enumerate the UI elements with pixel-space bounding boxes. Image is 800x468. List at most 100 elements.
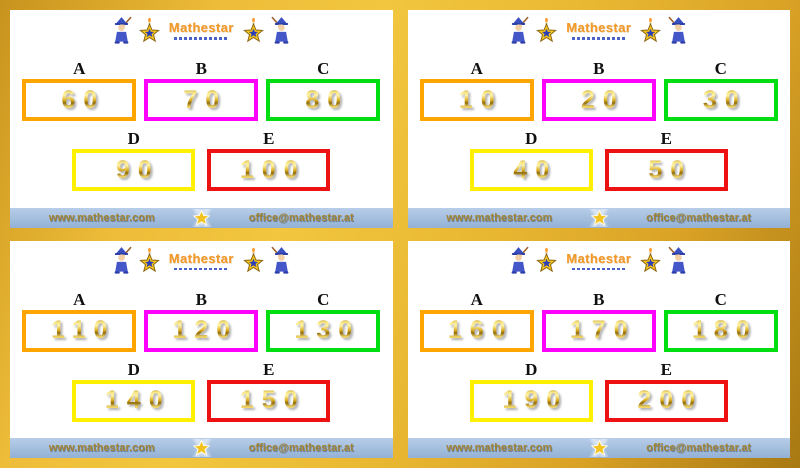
answer-cell-a: A 10: [419, 59, 534, 121]
answer-row-2: D 40 E 50: [469, 129, 728, 191]
answer-letter: D: [127, 129, 140, 148]
email-link[interactable]: office@mathestar.at: [248, 442, 354, 454]
answer-row-2: D 190 E 200: [469, 360, 728, 422]
wizard-icon: [270, 246, 289, 275]
answer-value: 180: [684, 318, 758, 343]
answer-value: 100: [232, 157, 306, 183]
logo-brand-text: Mathestar: [566, 250, 632, 266]
answer-letter: E: [263, 359, 275, 379]
logo-tagline-decoration: [174, 37, 229, 40]
logo-brand: Mathestar: [566, 251, 631, 271]
answer-letter: A: [73, 59, 86, 78]
answer-letter: B: [593, 289, 605, 309]
answer-row-2: D 90 E 100: [72, 129, 331, 191]
logo-tagline-decoration: [174, 267, 229, 271]
star-icon: [590, 209, 608, 225]
star-icon: [193, 440, 211, 456]
footer-star-ribbon: [566, 208, 633, 227]
email-link[interactable]: office@mathestar.at: [248, 211, 354, 224]
star-icon: [590, 440, 608, 456]
wizard-icon: [270, 15, 289, 44]
footer-star-ribbon: [566, 439, 633, 457]
answer-cell-a: A 60: [22, 59, 137, 121]
answer-cell-c: C 30: [663, 59, 778, 121]
wizard-icon: [668, 15, 687, 44]
answer-cell-b: B 120: [144, 290, 259, 352]
answer-cell-e: E 200: [604, 360, 728, 422]
answer-row-1: A 60 B 70 C 80: [22, 59, 381, 121]
answer-letter: B: [195, 59, 207, 78]
answer-box-d: 140: [72, 379, 196, 422]
answer-box-a: 160: [419, 309, 534, 352]
email-link[interactable]: office@mathestar.at: [646, 442, 752, 454]
answer-value: 110: [43, 318, 115, 343]
answer-value: 80: [297, 87, 349, 113]
answer-value: 130: [286, 318, 360, 343]
answer-cell-c: C 80: [266, 59, 381, 121]
answer-cell-e: E 150: [207, 359, 331, 422]
answer-letter: E: [660, 129, 672, 148]
answer-box-b: 20: [541, 79, 656, 121]
answer-box-c: 30: [663, 79, 778, 121]
answer-cell-e: E 100: [207, 129, 331, 191]
answer-cell-a: A 110: [22, 290, 137, 352]
answer-cell-e: E 50: [604, 129, 728, 191]
answer-row-1: A 110 B 120 C 130: [22, 290, 381, 352]
footer-star-ribbon: [168, 439, 235, 457]
answer-row-2: D 140 E 150: [72, 359, 331, 422]
wizard-icon: [668, 246, 687, 275]
answer-box-e: 100: [207, 149, 331, 191]
answer-box-a: 110: [22, 309, 137, 352]
answer-letter: B: [593, 59, 605, 78]
answer-value: 30: [695, 87, 747, 113]
website-link[interactable]: www.mathestar.com: [48, 211, 155, 224]
answer-box-b: 70: [144, 79, 259, 121]
answer-letter: A: [470, 59, 483, 78]
answer-letter: A: [470, 289, 483, 309]
wizard-icon: [511, 15, 530, 44]
logo-brand-text: Mathestar: [168, 250, 234, 266]
answer-cell-c: C 130: [266, 290, 381, 352]
answer-cell-b: B 70: [144, 59, 259, 121]
answer-letter: C: [317, 59, 330, 78]
answer-value: 170: [562, 318, 636, 343]
answer-value: 150: [232, 388, 306, 413]
star-candle-icon: [641, 16, 661, 42]
answer-box-a: 10: [419, 79, 534, 121]
answer-value: 190: [494, 388, 568, 413]
website-link[interactable]: www.mathestar.com: [446, 442, 553, 454]
star-candle-icon: [243, 16, 263, 42]
logo-brand: Mathestar: [566, 20, 631, 40]
answer-box-c: 80: [266, 79, 381, 121]
footer-bar: www.mathestar.com office@mathestar.at: [407, 207, 790, 228]
answer-cell-a: A 160: [419, 289, 534, 352]
answer-value: 60: [53, 87, 105, 113]
answer-box-e: 150: [207, 379, 331, 422]
website-link[interactable]: www.mathestar.com: [48, 442, 155, 454]
slide-card-1: Mathestar A 60 B 70 C 80: [10, 10, 393, 228]
logo-brand-text: Mathestar: [168, 20, 234, 36]
logo-brand-text: Mathestar: [566, 20, 632, 36]
email-link[interactable]: office@mathestar.at: [646, 211, 752, 224]
answer-value: 160: [440, 318, 514, 343]
logo-brand: Mathestar: [169, 251, 234, 271]
answer-letter: C: [714, 289, 727, 309]
slide-card-3: Mathestar A 110 B 120 C 13: [10, 240, 393, 458]
answer-value: 50: [640, 157, 692, 183]
answer-cell-d: D 140: [72, 359, 196, 422]
mathestar-logo: Mathestar: [111, 244, 292, 278]
website-link[interactable]: www.mathestar.com: [446, 211, 553, 224]
wizard-icon: [511, 246, 530, 275]
slide-card-4: Mathestar A 160 B 170 C 18: [407, 240, 790, 458]
logo-tagline-decoration: [571, 37, 626, 40]
footer-star-ribbon: [168, 208, 235, 227]
answer-value: 70: [175, 87, 227, 113]
answer-value: 20: [573, 87, 625, 113]
answer-box-b: 170: [541, 309, 656, 352]
answer-letter: D: [127, 359, 140, 379]
answer-box-a: 60: [22, 79, 137, 121]
star-candle-icon: [537, 16, 557, 42]
answer-cell-b: B 170: [541, 289, 656, 352]
answer-value: 120: [164, 318, 238, 343]
answer-box-d: 40: [469, 149, 593, 191]
